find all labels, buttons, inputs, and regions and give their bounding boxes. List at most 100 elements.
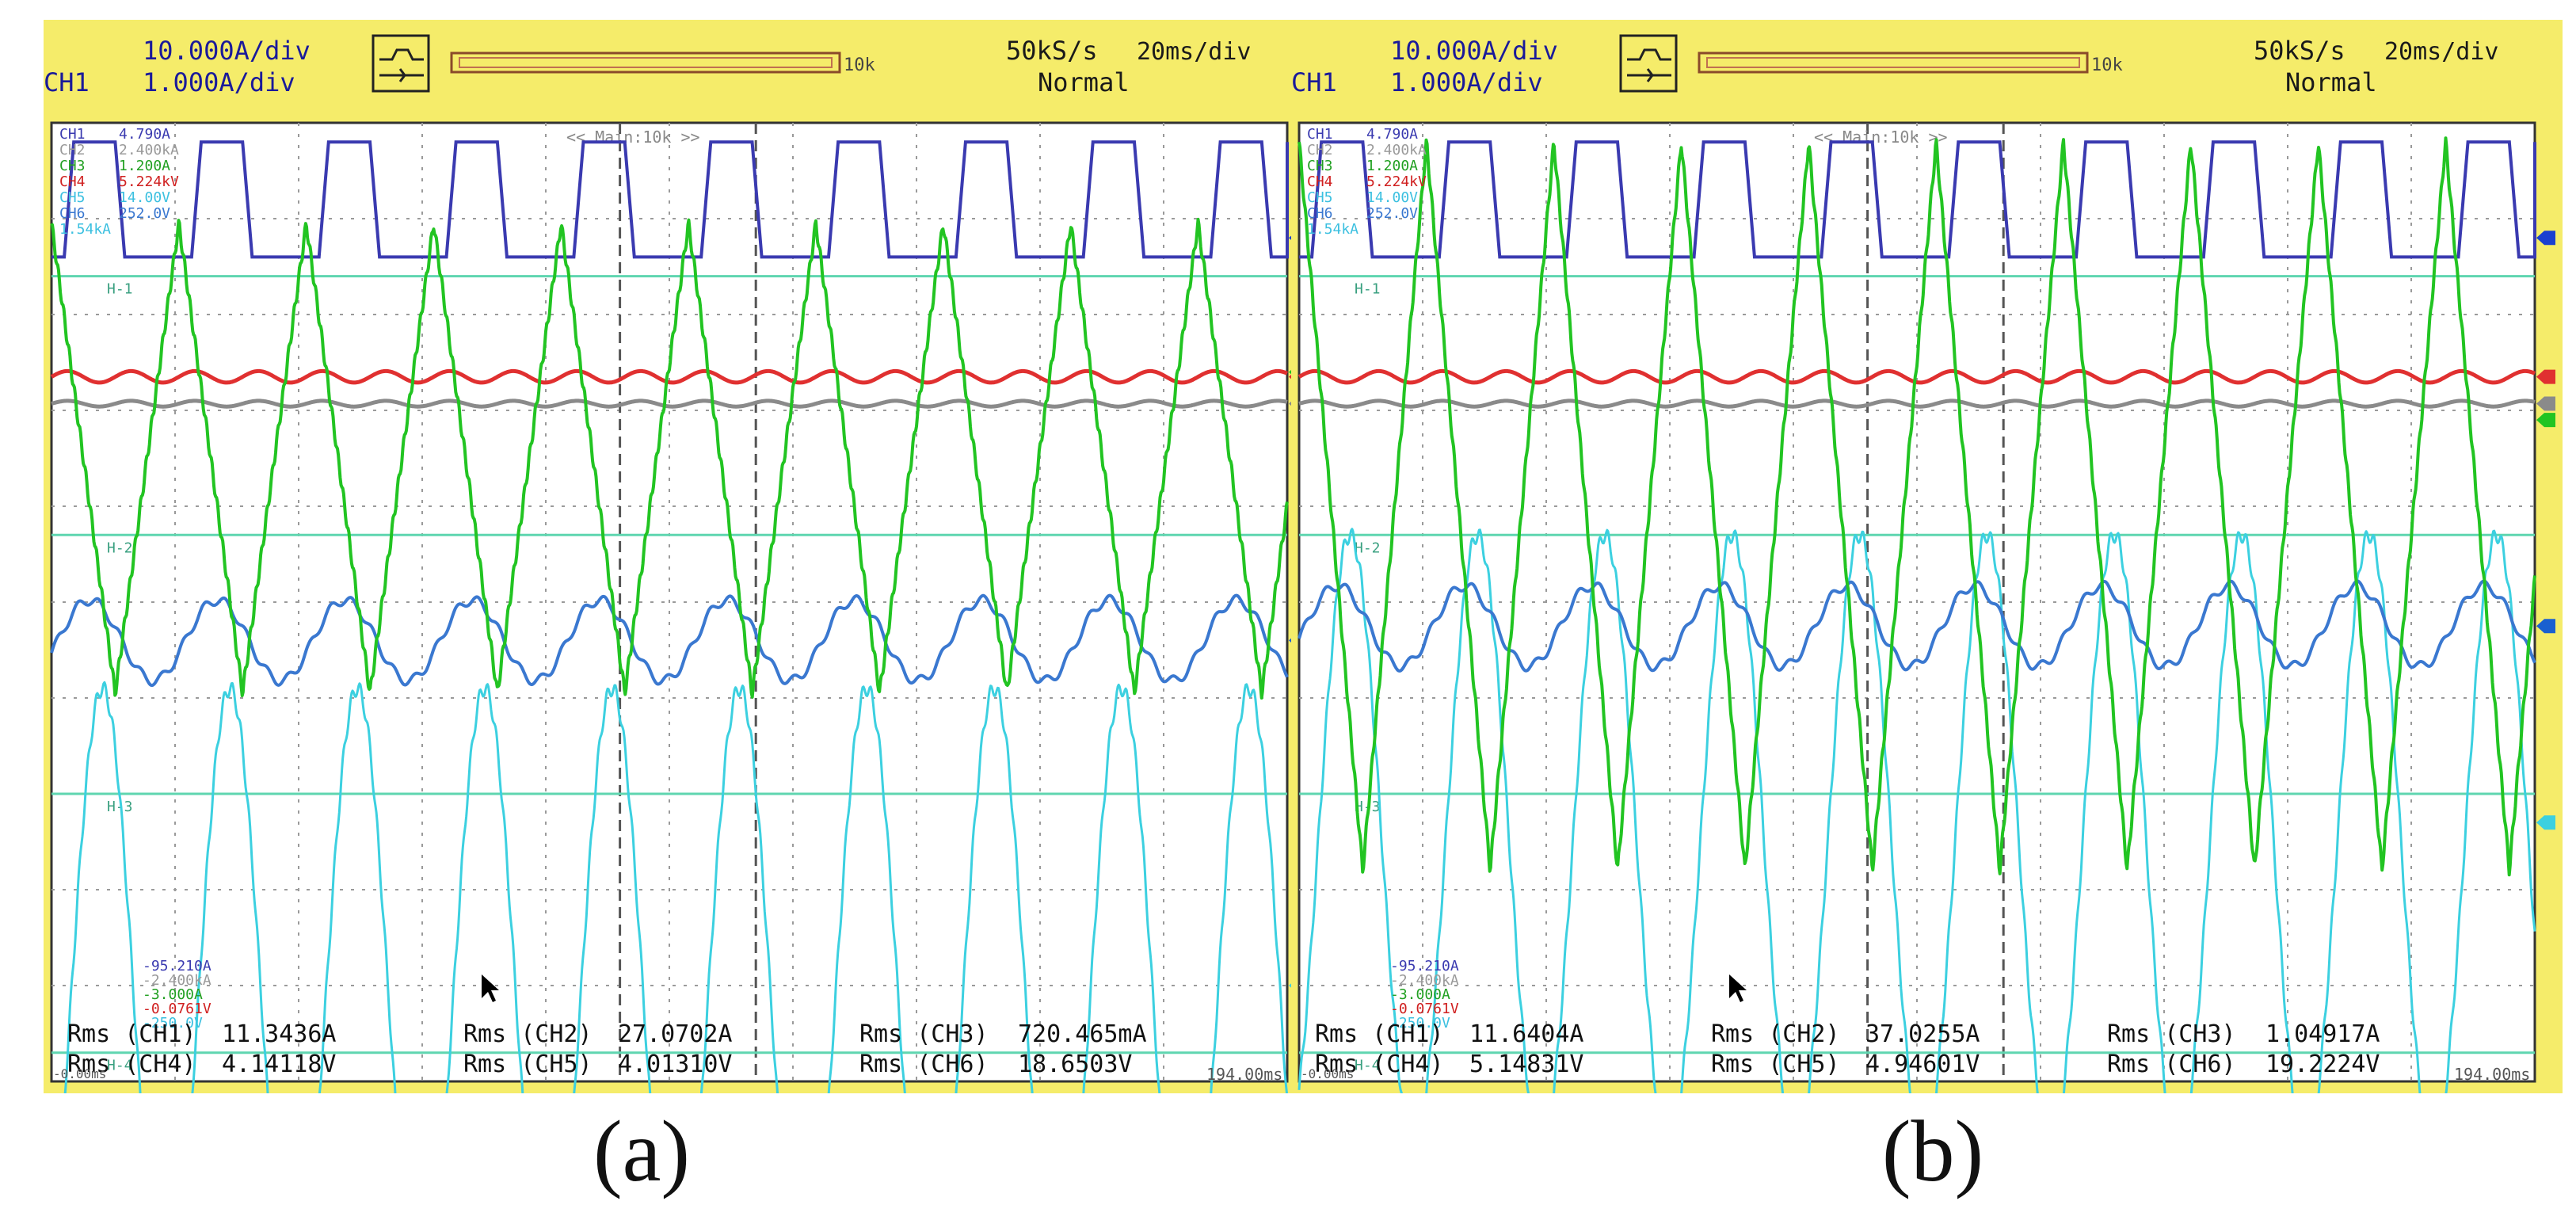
meas-label-5-a: Rms (CH5) [463, 1051, 593, 1078]
legend-val7-b: 1.54kA [1307, 221, 1358, 238]
lower-legend-2-a: -2.400kA [143, 972, 211, 989]
legend-ch5-b: CH5 [1307, 189, 1333, 206]
mouse-pointer-icon [482, 974, 499, 1002]
cursor-label: H-2 [1355, 540, 1381, 556]
legend-val3-b: 1.200A [1366, 158, 1418, 174]
meas-value-2-b: 37.0255A [1865, 1020, 1980, 1048]
lower-legend-b: -95.210A -2.400kA -3.000A -0.0761V -250.… [1390, 958, 1459, 1031]
record-bar [1698, 51, 2089, 74]
legend-ch5-a: CH5 [59, 189, 86, 206]
ch1-scale-b: 1.000A/div [1390, 67, 1543, 97]
cursor-label: H-3 [107, 799, 133, 815]
record-bar [450, 51, 841, 74]
time-div-b: 20ms/div [2384, 38, 2499, 66]
blue-trace [50, 593, 1289, 688]
gray-trace [50, 398, 1289, 409]
meas-value-5-a: 4.01310V [618, 1051, 733, 1078]
traces-a [50, 140, 1308, 1093]
legend-val1-b: 4.790A [1366, 126, 1418, 143]
legend-val4-b: 5.224kV [1366, 174, 1427, 190]
channel-marker-icon [2536, 396, 2555, 411]
sample-rate-a: 50kS/s [1006, 36, 1098, 66]
legend-val6-b: 252.0V [1366, 205, 1418, 222]
meas-label-3-a: Rms (CH3) [859, 1020, 989, 1048]
ch1-label-b: CH1 [1291, 67, 1337, 97]
meas-label-2-b: Rms (CH2) [1711, 1020, 1840, 1048]
meas-value-4-a: 4.14118V [222, 1051, 337, 1078]
trigger-icon [1619, 34, 1678, 93]
record-length-b: 10k [2091, 55, 2123, 75]
green-trace [1298, 136, 2536, 877]
red-trace [1298, 368, 2536, 385]
meas-label-6-b: Rms (CH6) [2107, 1051, 2236, 1078]
caption-a: (a) [593, 1103, 691, 1199]
cursor-label: H-2 [107, 540, 133, 556]
measurements-a: Rms (CH1) 11.3436A Rms (CH2) 27.0702A Rm… [67, 1020, 1147, 1078]
sample-rate-b: 50kS/s [2254, 36, 2345, 66]
lower-legend-4-b: -0.0761V [1390, 1001, 1459, 1017]
lower-legend-2-b: -2.400kA [1390, 972, 1459, 989]
ch1-scale-a: 1.000A/div [143, 67, 295, 97]
channel-marker-icon [2536, 619, 2555, 634]
meas-value-6-b: 19.2224V [2265, 1051, 2380, 1078]
header-a: 10.000A/div CH1 1.000A/div 10k 50kS/s 20… [44, 34, 1252, 97]
legend-val1-a: 4.790A [119, 126, 170, 143]
lower-legend-5-b: -250.0V [1390, 1015, 1450, 1031]
lower-legend-a: -95.210A -2.400kA -3.000A -0.0761V -250.… [143, 958, 211, 1031]
meas-value-3-b: 1.04917A [2265, 1020, 2380, 1048]
cursor-label: H-1 [107, 281, 133, 298]
lower-legend-3-b: -3.000A [1390, 986, 1450, 1003]
meas-value-3-a: 720.465mA [1018, 1020, 1147, 1048]
trigger-mode-a: Normal [1038, 67, 1130, 97]
channel-marker-icon [2536, 815, 2555, 830]
legend-ch2-b: CH2 [1307, 142, 1333, 158]
legend-a: CH1 4.790A CH2 2.400kA CH3 1.200A CH4 5.… [59, 126, 179, 238]
record-length-a: 10k [844, 55, 875, 75]
legend-val5-b: 14.00V [1366, 189, 1418, 206]
meas-label-4-b: Rms (CH4) [1315, 1051, 1444, 1078]
legend-val2-b: 2.400kA [1366, 142, 1427, 158]
meas-label-6-a: Rms (CH6) [859, 1051, 989, 1078]
meas-label-1-a: Rms (CH1) [67, 1020, 196, 1048]
lower-legend-5-a: -250.0V [143, 1015, 203, 1031]
header-b: 10.000A/div CH1 1.000A/div 10k 50kS/s 20… [1291, 34, 2499, 97]
gray-trace [1298, 398, 2536, 409]
time-div-a: 20ms/div [1137, 38, 1252, 66]
trigger-mode-b: Normal [2285, 67, 2377, 97]
time-end-a: 194.00ms [1206, 1065, 1282, 1084]
meas-label-1-b: Rms (CH1) [1315, 1020, 1444, 1048]
lower-legend-4-a: -0.0761V [143, 1001, 211, 1017]
measurements-b: Rms (CH1) 11.6404A Rms (CH2) 37.0255A Rm… [1315, 1020, 2380, 1078]
zoom-label-b: << Main:10k >> [1814, 128, 1948, 147]
green-trace [50, 217, 1289, 700]
legend-ch3-a: CH3 [59, 158, 86, 174]
zoom-label-a: << Main:10k >> [566, 128, 700, 147]
grid-b [1299, 123, 2535, 1081]
pwm-trace [51, 140, 1289, 259]
lower-legend-1-a: -95.210A [143, 958, 211, 974]
scale-top-a: 10.000A/div [143, 36, 311, 66]
cursors-a: H-1 H-2 H-3 H-4 [51, 275, 1287, 1074]
cyan-trace [1298, 528, 2536, 1093]
scope-b-svg: 10.000A/div CH1 1.000A/div 10k 50kS/s 20… [1291, 34, 2555, 1093]
scale-top-b: 10.000A/div [1390, 36, 1558, 66]
legend-ch2-a: CH2 [59, 142, 86, 158]
time-end-b: 194.00ms [2454, 1065, 2530, 1084]
legend-val2-a: 2.400kA [119, 142, 179, 158]
meas-label-2-a: Rms (CH2) [463, 1020, 593, 1048]
legend-ch6-b: CH6 [1307, 205, 1333, 222]
meas-value-5-b: 4.94601V [1865, 1051, 1980, 1078]
mouse-pointer-icon [1729, 974, 1747, 1002]
scope-panel-b: 10.000A/div CH1 1.000A/div 10k 50kS/s 20… [1291, 20, 2563, 1093]
trigger-icon [372, 34, 430, 93]
time-start-a: -0.00ms [53, 1066, 106, 1081]
lower-legend-3-a: -3.000A [143, 986, 203, 1003]
cyan-trace [63, 681, 1288, 1093]
time-start-b: -0.00ms [1301, 1066, 1354, 1081]
ch1-label-a: CH1 [44, 67, 90, 97]
cursor-label: H-1 [1355, 281, 1381, 298]
legend-val6-a: 252.0V [119, 205, 170, 222]
legend-ch6-a: CH6 [59, 205, 86, 222]
cursor-label: H-4 [1355, 1058, 1381, 1074]
meas-value-1-a: 11.3436A [222, 1020, 337, 1048]
